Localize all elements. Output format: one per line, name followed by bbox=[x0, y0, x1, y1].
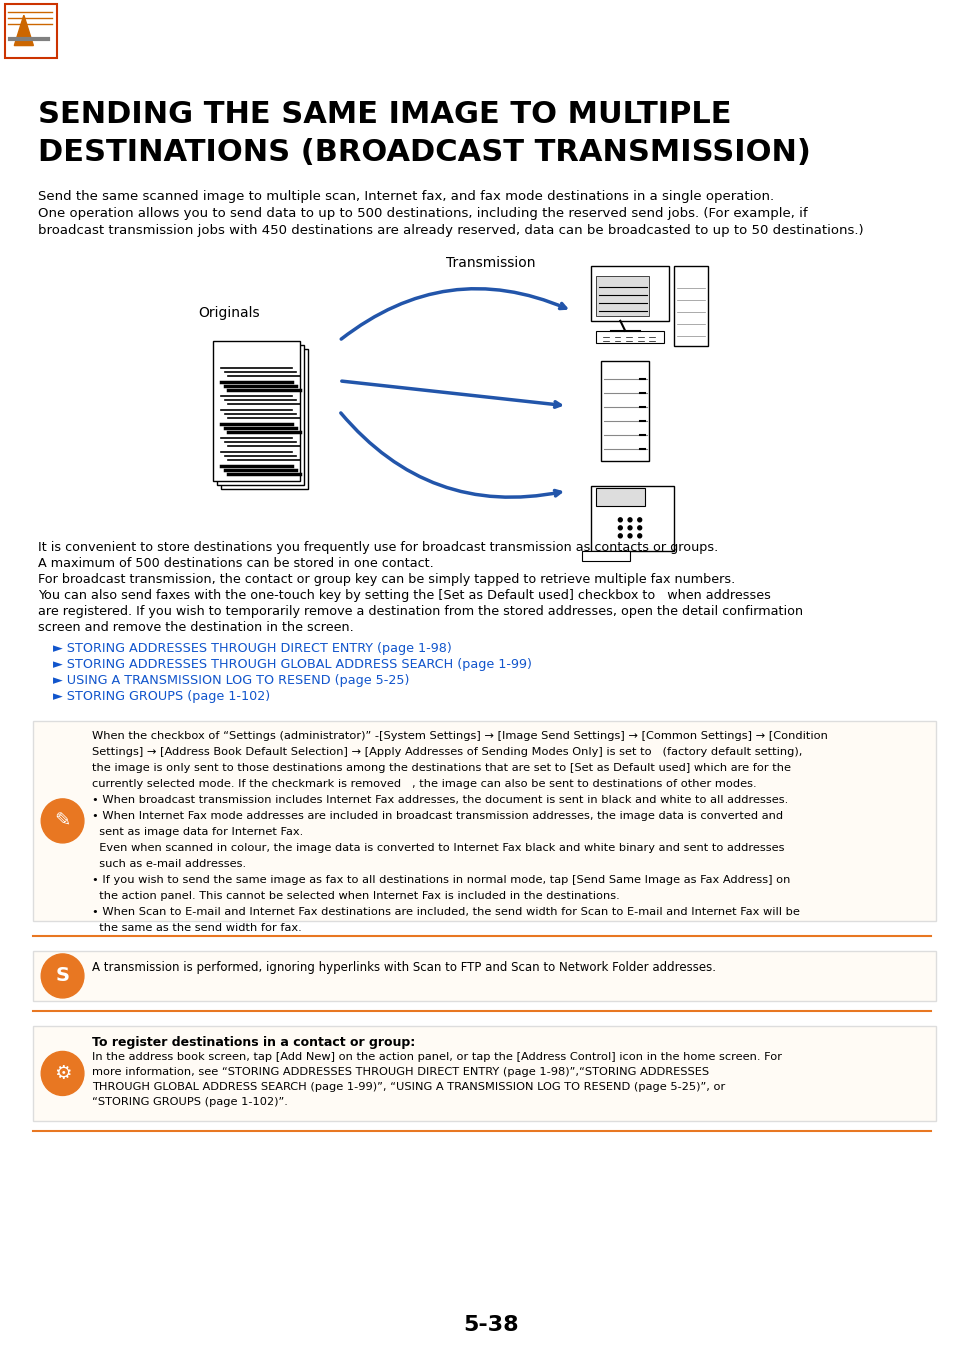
Circle shape bbox=[638, 526, 641, 529]
Text: the action panel. This cannot be selected when Internet Fax is included in the d: the action panel. This cannot be selecte… bbox=[91, 891, 618, 900]
Text: are registered. If you wish to temporarily remove a destination from the stored : are registered. If you wish to temporari… bbox=[38, 605, 802, 618]
Text: In the address book screen, tap [Add New] on the action panel, or tap the [Addre: In the address book screen, tap [Add New… bbox=[91, 1052, 781, 1062]
Text: ► STORING ADDRESSES THROUGH DIRECT ENTRY (page 1-98): ► STORING ADDRESSES THROUGH DIRECT ENTRY… bbox=[52, 641, 451, 655]
Text: 5-38: 5-38 bbox=[463, 1315, 518, 1335]
Circle shape bbox=[638, 518, 641, 522]
Circle shape bbox=[41, 954, 84, 998]
FancyBboxPatch shape bbox=[5, 4, 57, 58]
Text: • When Scan to E-mail and Internet Fax destinations are included, the send width: • When Scan to E-mail and Internet Fax d… bbox=[91, 907, 799, 917]
Text: • If you wish to send the same image as fax to all destinations in normal mode, : • If you wish to send the same image as … bbox=[91, 875, 789, 884]
Circle shape bbox=[627, 533, 631, 537]
Text: Even when scanned in colour, the image data is converted to Internet Fax black a: Even when scanned in colour, the image d… bbox=[91, 842, 783, 853]
Text: Originals: Originals bbox=[198, 306, 260, 320]
Text: ► STORING GROUPS (page 1-102): ► STORING GROUPS (page 1-102) bbox=[52, 690, 270, 703]
Text: “STORING GROUPS (page 1-102)”.: “STORING GROUPS (page 1-102)”. bbox=[91, 1098, 287, 1107]
FancyBboxPatch shape bbox=[591, 486, 673, 551]
Text: broadcast transmission jobs with 450 destinations are already reserved, data can: broadcast transmission jobs with 450 des… bbox=[38, 224, 863, 236]
Text: ► USING A TRANSMISSION LOG TO RESEND (page 5-25): ► USING A TRANSMISSION LOG TO RESEND (pa… bbox=[52, 674, 409, 687]
Text: ► STORING ADDRESSES THROUGH GLOBAL ADDRESS SEARCH (page 1-99): ► STORING ADDRESSES THROUGH GLOBAL ADDRE… bbox=[52, 657, 531, 671]
FancyBboxPatch shape bbox=[33, 1026, 935, 1120]
Text: ✎: ✎ bbox=[54, 811, 71, 830]
Circle shape bbox=[41, 799, 84, 842]
Circle shape bbox=[41, 1052, 84, 1095]
Text: Send the same scanned image to multiple scan, Internet fax, and fax mode destina: Send the same scanned image to multiple … bbox=[38, 190, 774, 202]
Text: SENDING THE SAME IMAGE TO MULTIPLE: SENDING THE SAME IMAGE TO MULTIPLE bbox=[38, 100, 731, 128]
Text: For broadcast transmission, the contact or group key can be simply tapped to ret: For broadcast transmission, the contact … bbox=[38, 572, 735, 586]
FancyBboxPatch shape bbox=[596, 331, 663, 343]
Text: • When Internet Fax mode addresses are included in broadcast transmission addres: • When Internet Fax mode addresses are i… bbox=[91, 811, 782, 821]
Text: the image is only sent to those destinations among the destinations that are set: the image is only sent to those destinat… bbox=[91, 763, 790, 774]
Text: One operation allows you to send data to up to 500 destinations, including the r: One operation allows you to send data to… bbox=[38, 207, 807, 220]
Circle shape bbox=[638, 533, 641, 537]
Text: ⚙: ⚙ bbox=[53, 1064, 71, 1083]
FancyBboxPatch shape bbox=[33, 950, 935, 1000]
Text: It is convenient to store destinations you frequently use for broadcast transmis: It is convenient to store destinations y… bbox=[38, 541, 718, 554]
Text: the same as the send width for fax.: the same as the send width for fax. bbox=[91, 923, 301, 933]
Circle shape bbox=[627, 526, 631, 529]
Text: When the checkbox of “Settings (administrator)” -[System Settings] → [Image Send: When the checkbox of “Settings (administ… bbox=[91, 730, 826, 741]
Text: S: S bbox=[55, 967, 70, 985]
Text: A transmission is performed, ignoring hyperlinks with Scan to FTP and Scan to Ne: A transmission is performed, ignoring hy… bbox=[91, 961, 715, 973]
FancyBboxPatch shape bbox=[596, 275, 649, 316]
FancyBboxPatch shape bbox=[33, 721, 935, 921]
Text: SCANNER/INTERNET FAX►TRANSMITTING AN IMAGE: SCANNER/INTERNET FAX►TRANSMITTING AN IMA… bbox=[67, 23, 508, 38]
Polygon shape bbox=[14, 15, 33, 46]
Text: Transmission: Transmission bbox=[445, 255, 535, 270]
Text: A maximum of 500 destinations can be stored in one contact.: A maximum of 500 destinations can be sto… bbox=[38, 556, 434, 570]
Text: • When broadcast transmission includes Internet Fax addresses, the document is s: • When broadcast transmission includes I… bbox=[91, 795, 787, 805]
Text: THROUGH GLOBAL ADDRESS SEARCH (page 1-99)”, “USING A TRANSMISSION LOG TO RESEND : THROUGH GLOBAL ADDRESS SEARCH (page 1-99… bbox=[91, 1081, 724, 1092]
Text: DESTINATIONS (BROADCAST TRANSMISSION): DESTINATIONS (BROADCAST TRANSMISSION) bbox=[38, 138, 810, 167]
Text: screen and remove the destination in the screen.: screen and remove the destination in the… bbox=[38, 621, 354, 634]
Text: sent as image data for Internet Fax.: sent as image data for Internet Fax. bbox=[91, 828, 303, 837]
FancyBboxPatch shape bbox=[220, 348, 308, 489]
Text: You can also send faxes with the one-touch key by setting the [Set as Default us: You can also send faxes with the one-tou… bbox=[38, 589, 770, 602]
FancyBboxPatch shape bbox=[216, 344, 304, 485]
FancyBboxPatch shape bbox=[600, 360, 649, 460]
Text: currently selected mode. If the checkmark is removed   , the image can also be s: currently selected mode. If the checkmar… bbox=[91, 779, 756, 788]
Circle shape bbox=[618, 518, 621, 522]
FancyBboxPatch shape bbox=[673, 266, 707, 346]
Text: such as e-mail addresses.: such as e-mail addresses. bbox=[91, 859, 246, 869]
Circle shape bbox=[618, 533, 621, 537]
FancyBboxPatch shape bbox=[581, 551, 629, 560]
FancyBboxPatch shape bbox=[213, 340, 300, 481]
FancyBboxPatch shape bbox=[596, 487, 644, 506]
Text: more information, see “STORING ADDRESSES THROUGH DIRECT ENTRY (page 1-98)”,“STOR: more information, see “STORING ADDRESSES… bbox=[91, 1066, 708, 1077]
Circle shape bbox=[618, 526, 621, 529]
FancyBboxPatch shape bbox=[591, 266, 668, 321]
Circle shape bbox=[627, 518, 631, 522]
Text: Settings] → [Address Book Default Selection] → [Apply Addresses of Sending Modes: Settings] → [Address Book Default Select… bbox=[91, 747, 801, 757]
Text: To register destinations in a contact or group:: To register destinations in a contact or… bbox=[91, 1035, 415, 1049]
